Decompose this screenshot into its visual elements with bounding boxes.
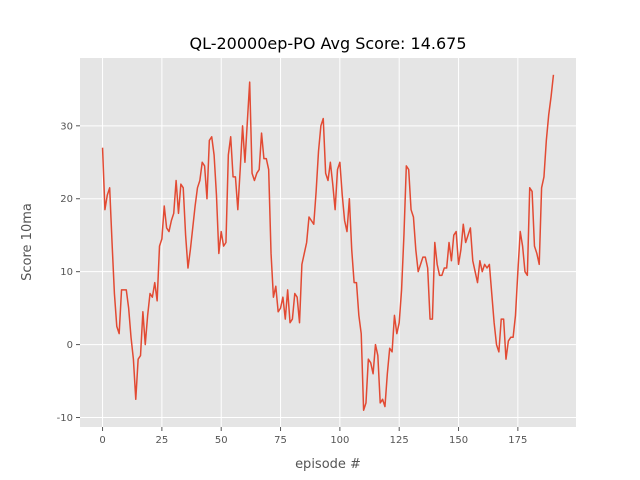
plot-area bbox=[80, 58, 576, 427]
y-tick-label: -10 bbox=[57, 413, 73, 424]
x-tick-label: 0 bbox=[99, 435, 105, 446]
x-tick-label: 50 bbox=[215, 435, 228, 446]
y-axis-label: Score 10ma bbox=[20, 203, 35, 281]
y-tick-label: 10 bbox=[60, 267, 73, 278]
chart-title: QL-20000ep-PO Avg Score: 14.675 bbox=[190, 34, 467, 53]
x-tick-label: 150 bbox=[449, 435, 468, 446]
y-tick-label: 0 bbox=[67, 340, 73, 351]
x-axis-label: episode # bbox=[295, 457, 361, 472]
x-tick-label: 25 bbox=[156, 435, 169, 446]
x-tick-label: 175 bbox=[508, 435, 527, 446]
x-tick-label: 75 bbox=[274, 435, 287, 446]
y-tick-label: 20 bbox=[60, 194, 73, 205]
y-tick-label: 30 bbox=[60, 121, 73, 132]
x-tick-label: 100 bbox=[330, 435, 349, 446]
data-line bbox=[101, 74, 555, 411]
x-tick-label: 125 bbox=[390, 435, 409, 446]
